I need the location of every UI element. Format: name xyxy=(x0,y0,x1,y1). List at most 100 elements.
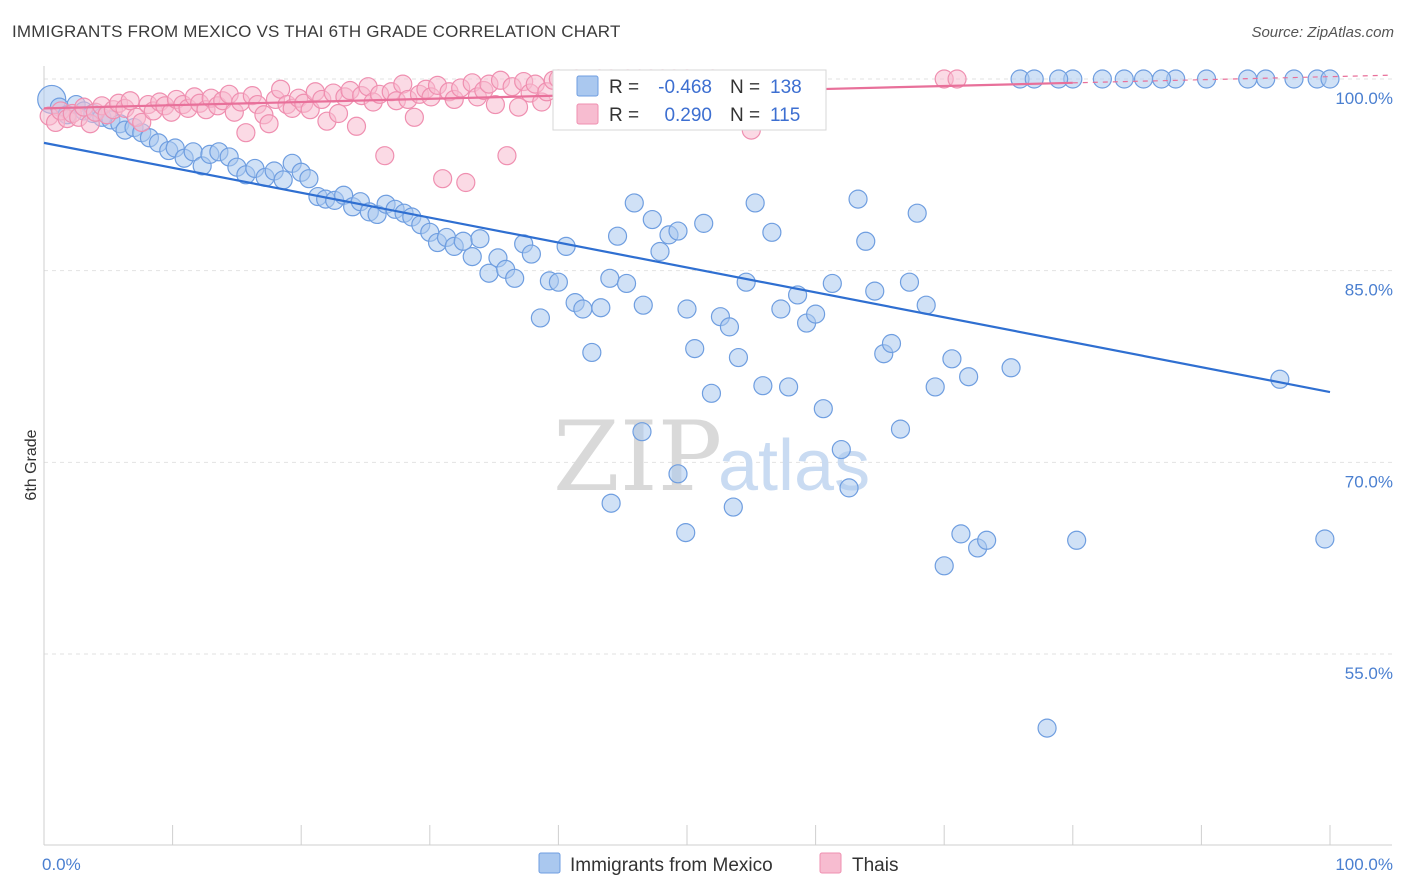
thai-point-16 xyxy=(132,112,152,133)
mexico-point-79 xyxy=(719,317,740,337)
mexico-point-85 xyxy=(771,299,791,319)
mexico-point-113 xyxy=(1315,529,1335,549)
mexico-point-121 xyxy=(1024,69,1044,89)
mexico-point-62 xyxy=(573,299,593,319)
mexico-point-116 xyxy=(601,493,621,513)
mexico-point-111 xyxy=(1067,530,1087,550)
mexico-point-98 xyxy=(881,333,902,354)
stats-legend: R = -0.468 N = 138 R = 0.290 N = 115 xyxy=(552,69,827,131)
mexico-point-69 xyxy=(633,295,653,315)
bottom-legend-label-mexico: Immigrants from Mexico xyxy=(570,855,773,876)
y-tick-label-1: 85.0% xyxy=(1345,281,1393,300)
y-axis-label: 6th Grade xyxy=(23,429,40,500)
watermark-zip: ZIP xyxy=(553,401,722,513)
mexico-point-134 xyxy=(1256,69,1276,89)
thai-point-38 xyxy=(259,114,279,134)
series-legend: Immigrants from Mexico Thais xyxy=(538,852,898,876)
x-tick-label-1: 100.0% xyxy=(1335,855,1393,874)
bottom-legend-label-thai: Thais xyxy=(852,855,898,876)
mexico-point-50 xyxy=(470,229,490,249)
mexico-point-131 xyxy=(1049,69,1069,89)
mexico-point-114 xyxy=(668,464,688,484)
legend-n-label-thai: N = xyxy=(730,105,760,126)
legend-n-value-thai: 115 xyxy=(770,105,800,126)
mexico-point-118 xyxy=(723,497,743,517)
y-tick-label-2: 70.0% xyxy=(1345,472,1393,491)
mexico-point-90 xyxy=(813,399,833,419)
mexico-point-57 xyxy=(530,308,550,328)
thai-point-63 xyxy=(404,107,424,127)
mexico-point-109 xyxy=(977,530,997,550)
mexico-point-59 xyxy=(548,272,569,292)
mexico-point-81 xyxy=(736,272,756,292)
mexico-point-70 xyxy=(642,209,662,230)
thai-point-58 xyxy=(375,146,395,166)
mexico-point-94 xyxy=(848,189,868,209)
legend-swatch-mexico xyxy=(576,75,599,97)
chart-title: IMMIGRANTS FROM MEXICO VS THAI 6TH GRADE… xyxy=(12,22,621,41)
legend-r-label-thai: R = xyxy=(609,105,639,126)
mexico-point-124 xyxy=(1133,69,1154,89)
mexico-point-103 xyxy=(925,377,945,397)
mexico-point-106 xyxy=(951,524,971,544)
mexico-point-65 xyxy=(600,268,620,288)
mexico-point-83 xyxy=(753,376,773,396)
mexico-point-110 xyxy=(1037,718,1057,738)
legend-n-value-mexico: 138 xyxy=(770,77,802,98)
mexico-point-123 xyxy=(1092,69,1112,89)
mexico-point-82 xyxy=(745,193,765,213)
mexico-point-66 xyxy=(607,226,628,246)
mexico-point-84 xyxy=(762,222,782,242)
mexico-point-80 xyxy=(728,347,749,368)
mexico-point-91 xyxy=(822,273,842,294)
thai-point-68 xyxy=(433,169,453,189)
thai-point-79 xyxy=(497,146,517,166)
mexico-point-27 xyxy=(273,170,293,190)
mexico-point-130 xyxy=(1114,69,1134,89)
bottom-legend-swatch-mexico xyxy=(538,852,561,874)
bottom-legend-swatch-thai xyxy=(819,852,842,874)
thai-point-34 xyxy=(236,123,256,143)
mexico-point-107 xyxy=(959,367,979,387)
mexico-point-104 xyxy=(934,556,954,576)
thai-trend-extension xyxy=(1072,74,1393,84)
axes xyxy=(43,66,1392,846)
thai-point-115 xyxy=(947,69,967,89)
legend-r-value-thai: 0.290 xyxy=(664,105,712,126)
mexico-point-63 xyxy=(582,342,602,363)
y-tick-labels: 100.0% 85.0% 70.0% 55.0% xyxy=(1335,89,1393,683)
mexico-point-49 xyxy=(462,247,482,267)
mexico-point-74 xyxy=(677,299,697,319)
mexico-point-86 xyxy=(778,377,799,397)
legend-r-label-mexico: R = xyxy=(609,77,639,98)
thai-point-77 xyxy=(485,94,505,115)
y-tick-label-0: 100.0% xyxy=(1335,89,1393,108)
mexico-point-101 xyxy=(907,203,927,223)
mexico-point-68 xyxy=(624,193,644,213)
mexico-point-71 xyxy=(650,241,670,262)
mexico-point-92 xyxy=(831,439,851,460)
y-tick-label-3: 55.0% xyxy=(1345,664,1393,683)
mexico-point-64 xyxy=(591,298,611,318)
mexico-point-75 xyxy=(685,339,705,359)
mexico-point-132 xyxy=(1151,69,1172,89)
mexico-point-127 xyxy=(1284,69,1304,89)
thai-point-50 xyxy=(328,103,349,124)
mexico-point-129 xyxy=(1320,69,1340,89)
mexico-point-30 xyxy=(299,169,319,189)
mexico-point-95 xyxy=(856,231,876,251)
thai-point-53 xyxy=(346,116,367,136)
x-tick-label-0: 0.0% xyxy=(42,855,81,874)
mexico-point-76 xyxy=(694,213,714,233)
mexico-point-96 xyxy=(865,281,885,301)
legend-n-label-mexico: N = xyxy=(730,77,760,98)
mexico-point-102 xyxy=(916,295,936,315)
mexico-point-67 xyxy=(616,273,637,294)
legend-swatch-thai xyxy=(576,103,599,125)
legend-r-value-mexico: -0.468 xyxy=(658,77,712,98)
mexico-point-117 xyxy=(632,422,652,442)
mexico-point-105 xyxy=(942,349,962,369)
mexico-point-93 xyxy=(839,478,859,498)
mexico-point-99 xyxy=(890,419,911,439)
